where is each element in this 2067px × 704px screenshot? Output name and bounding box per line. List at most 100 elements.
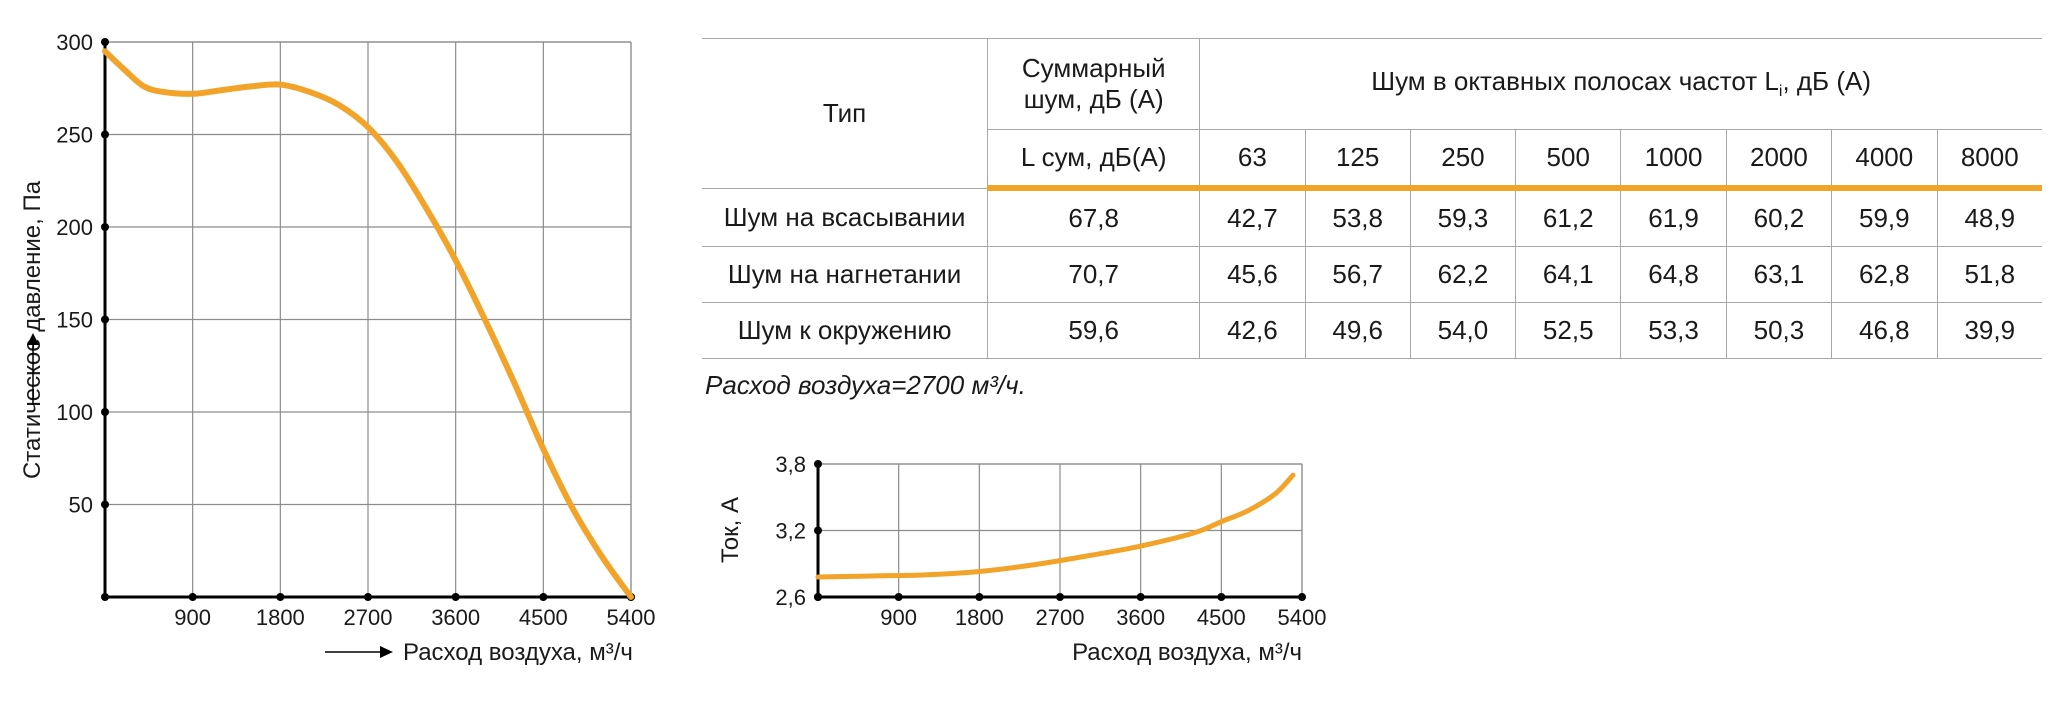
x-tick-dot xyxy=(539,593,548,601)
x-tick-dot xyxy=(364,593,372,601)
y-tick-dot xyxy=(101,500,109,509)
table-cell: 62,8 xyxy=(1831,246,1938,303)
x-tick-label: 1800 xyxy=(955,605,1004,630)
header-freq: 125 xyxy=(1305,129,1411,191)
table-cell: 61,9 xyxy=(1620,187,1727,247)
grid xyxy=(105,41,632,597)
table-cell: 62,2 xyxy=(1410,246,1517,303)
row-total: 67,8 xyxy=(987,187,1201,247)
table-cell: 61,2 xyxy=(1515,187,1622,247)
y-tick-label: 150 xyxy=(56,308,93,333)
y-tick-label: 3,2 xyxy=(775,519,806,544)
row-total: 70,7 xyxy=(987,246,1201,303)
table-cell: 63,1 xyxy=(1726,246,1833,303)
y-axis-title: Статическое давление, Па xyxy=(19,180,46,479)
y-tick-dot xyxy=(101,408,109,416)
table-row: Шум на нагнетании 70,7 45,6 56,7 62,2 64… xyxy=(702,246,2042,303)
x-tick-label: 3600 xyxy=(431,605,480,630)
y-tick-dot xyxy=(814,460,822,468)
row-label: Шум на всасывании xyxy=(702,187,989,247)
y-tick-label: 3,8 xyxy=(775,452,806,477)
table-cell: 64,1 xyxy=(1515,246,1622,303)
octave-title-prefix: Шум в октавных полосах частот L xyxy=(1371,66,1779,97)
table-cell: 54,0 xyxy=(1410,302,1517,359)
row-label: Шум на нагнетании xyxy=(702,246,989,303)
table-cell: 59,3 xyxy=(1410,187,1517,247)
x-tick-label: 4500 xyxy=(1197,605,1246,630)
x-tick-dot xyxy=(276,593,285,601)
x-tick-label: 2700 xyxy=(1036,605,1085,630)
x-tick-label: 900 xyxy=(880,605,917,630)
table-cell: 64,8 xyxy=(1620,246,1727,303)
x-tick-label: 2700 xyxy=(344,605,393,630)
x-tick-dot xyxy=(451,593,460,601)
header-octave-noise: Шум в октавных полосах частот Li, дБ (А) xyxy=(1199,38,2042,130)
x-tick-label: 4500 xyxy=(519,605,568,630)
y-tick-label: 250 xyxy=(56,123,93,148)
header-freq: 1000 xyxy=(1620,129,1727,191)
table-cell: 46,8 xyxy=(1831,302,1938,359)
x-tick-dot xyxy=(894,593,903,601)
header-freq: 4000 xyxy=(1831,129,1938,191)
x-axis-title: Расход воздуха, м³/ч xyxy=(1072,639,1302,666)
x-tick-label: 5400 xyxy=(1278,605,1327,630)
x-tick-dot xyxy=(1298,593,1306,601)
x-arrow-head xyxy=(380,646,393,658)
header-total-noise: Суммарный шум, дБ (А) xyxy=(987,38,1201,130)
table-cell: 52,5 xyxy=(1515,302,1622,359)
table-row: Шум на всасывании 67,8 42,7 53,8 59,3 61… xyxy=(702,187,2042,247)
header-type: Тип xyxy=(702,38,989,188)
header-freq: 2000 xyxy=(1726,129,1833,191)
x-tick-dot xyxy=(1056,593,1064,601)
x-tick-label: 900 xyxy=(174,605,211,630)
table-cell: 51,8 xyxy=(1937,246,2042,303)
table-cell: 49,6 xyxy=(1305,302,1411,359)
header-freq: 500 xyxy=(1515,129,1622,191)
table-cell: 56,7 xyxy=(1305,246,1411,303)
series-line xyxy=(102,48,634,600)
table-cell: 48,9 xyxy=(1937,187,2042,247)
table-cell: 42,6 xyxy=(1199,302,1306,359)
table-cell: 60,2 xyxy=(1726,187,1833,247)
x-axis-title: Расход воздуха, м³/ч xyxy=(403,639,633,666)
noise-table: Тип Суммарный шум, дБ (А) Шум в октавных… xyxy=(702,38,2042,359)
table-row: Шум к окружению 59,6 42,6 49,6 54,0 52,5… xyxy=(702,302,2042,359)
table-cell: 50,3 xyxy=(1726,302,1833,359)
airflow-note: Расход воздуха=2700 м³/ч. xyxy=(705,370,1026,400)
y-tick-dot xyxy=(101,315,109,324)
header-freq: 8000 xyxy=(1937,129,2042,191)
row-total: 59,6 xyxy=(987,302,1201,359)
y-tick-dot xyxy=(101,38,109,46)
header-total-unit: L сум, дБ(А) xyxy=(987,129,1201,191)
y-tick-label: 100 xyxy=(56,400,93,425)
x-tick-label: 5400 xyxy=(607,605,656,630)
table-cell: 45,6 xyxy=(1199,246,1306,303)
current-chart: 900 1800 2700 3600 4500 5400 2,6 3,2 3,8 Ток, А Ра… xyxy=(717,452,1327,666)
x-tick-dot xyxy=(975,593,984,601)
y-tick-label: 300 xyxy=(56,30,93,55)
y-tick-label: 2,6 xyxy=(775,585,806,610)
table-cell: 42,7 xyxy=(1199,187,1306,247)
origin-dot xyxy=(814,593,822,601)
y-tick-label: 50 xyxy=(69,493,93,518)
x-tick-label: 1800 xyxy=(256,605,305,630)
y-arrow-head xyxy=(27,333,39,345)
y-tick-dot xyxy=(101,130,109,139)
header-freq: 250 xyxy=(1410,129,1517,191)
octave-title-suffix: , дБ (А) xyxy=(1782,66,1871,97)
origin-dot xyxy=(101,593,109,601)
y-tick-label: 200 xyxy=(56,215,93,240)
table-cell: 53,8 xyxy=(1305,187,1411,247)
series-line xyxy=(815,472,1296,580)
x-tick-dot xyxy=(1217,593,1226,601)
y-tick-dot xyxy=(101,223,109,231)
octave-title-sub: i xyxy=(1778,83,1783,101)
table-cell: 59,9 xyxy=(1831,187,1938,247)
header-freq: 63 xyxy=(1199,129,1306,191)
row-label: Шум к окружению xyxy=(702,302,989,359)
x-tick-dot xyxy=(188,593,197,601)
x-tick-label: 3600 xyxy=(1116,605,1165,630)
pressure-chart: 900 1800 2700 3600 4500 5400 50 100 150 200 250 300… xyxy=(19,30,656,666)
table-cell: 39,9 xyxy=(1937,302,2042,359)
x-tick-dot xyxy=(1136,593,1145,601)
